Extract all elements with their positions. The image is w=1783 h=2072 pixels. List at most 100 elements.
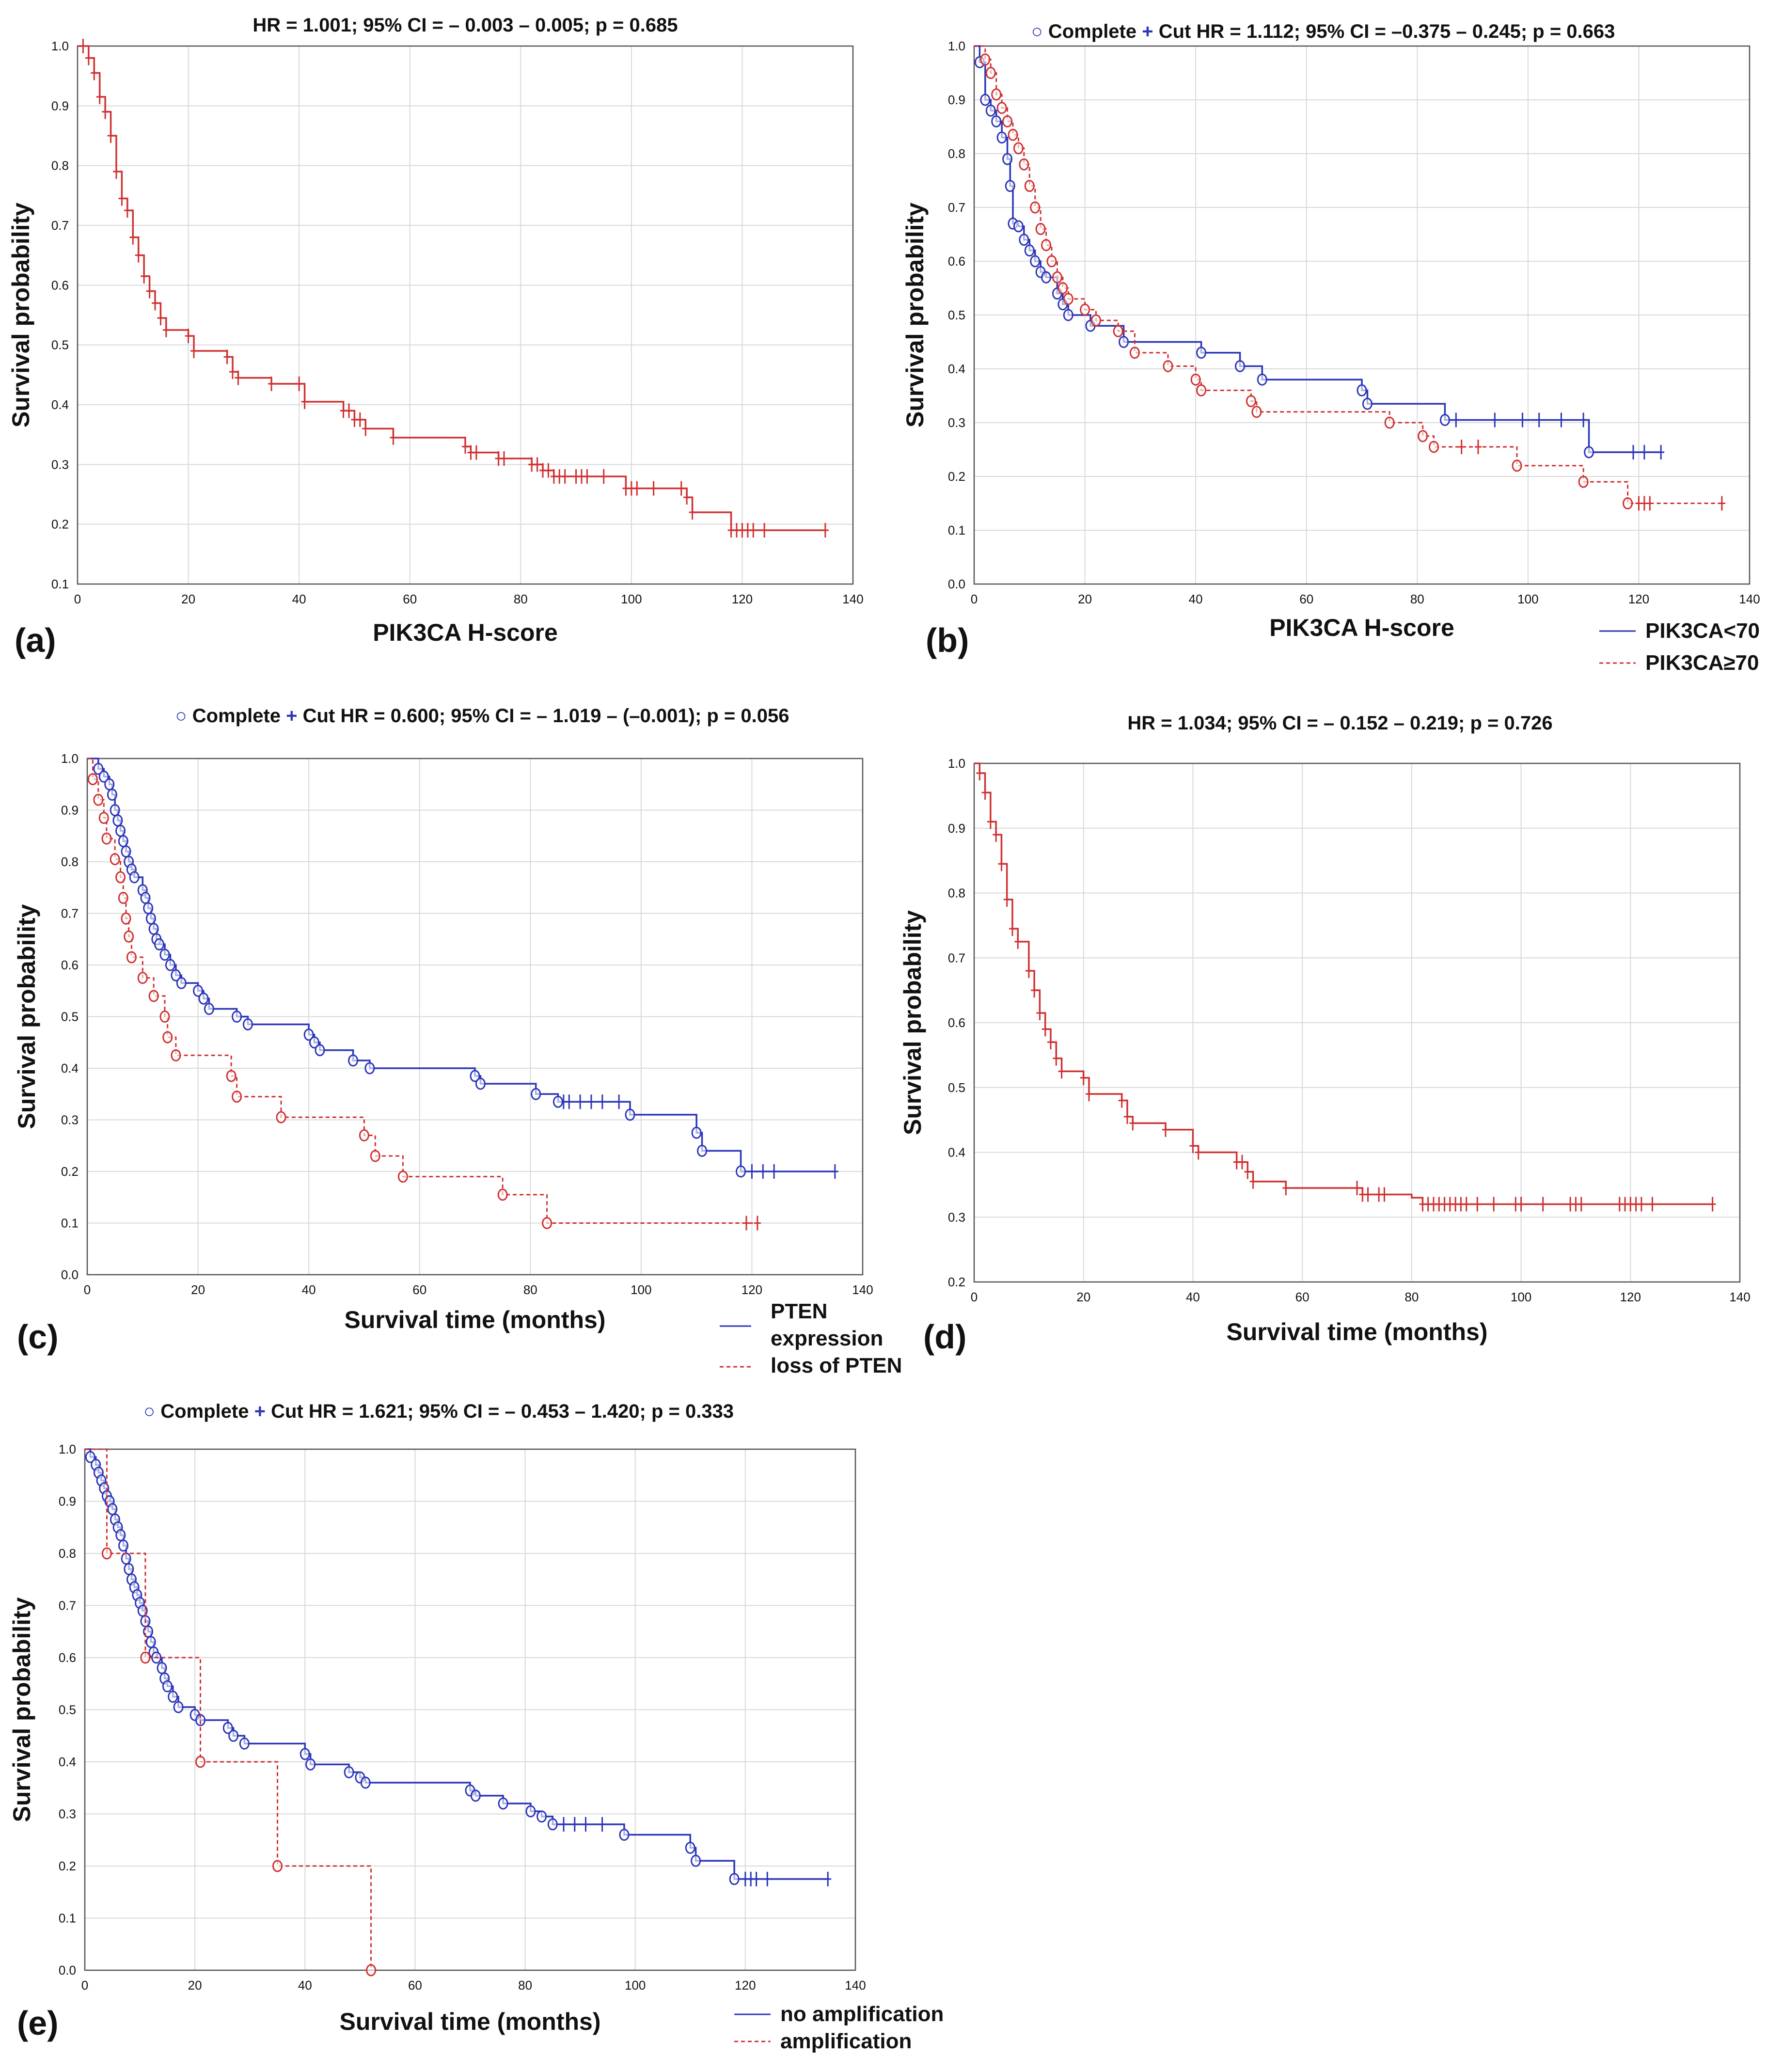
event-marker: [300, 1748, 310, 1760]
stats-text: HR = 1.112; 95% CI = –0.375 – 0.245; p =…: [1196, 21, 1615, 42]
event-marker: [691, 1126, 702, 1139]
x-tick-label: 40: [1189, 592, 1203, 606]
event-marker: [552, 1095, 563, 1108]
event-marker: [1080, 303, 1090, 316]
complete-marker-icon: ○: [143, 1401, 160, 1422]
event-marker: [309, 1036, 320, 1049]
series-c-0: [87, 758, 838, 1179]
y-tick-label: 0.4: [61, 1061, 79, 1076]
y-axis-label: Survival probability: [7, 203, 34, 427]
censor-mark: [235, 370, 242, 385]
censor-mark: [1009, 921, 1016, 936]
event-marker: [118, 835, 128, 847]
censor-mark: [683, 490, 691, 505]
censor-mark: [1047, 1035, 1054, 1050]
survival-curve: [78, 45, 825, 531]
event-marker: [1030, 255, 1041, 268]
event-marker: [1052, 271, 1062, 284]
x-tick-label: 0: [84, 1282, 91, 1297]
event-marker: [1512, 459, 1522, 472]
event-marker: [1578, 475, 1589, 488]
event-marker: [124, 930, 134, 943]
event-marker: [991, 88, 1002, 101]
x-tick-label: 80: [1410, 592, 1424, 606]
event-marker: [126, 951, 137, 964]
y-tick-label: 0.6: [59, 1650, 76, 1665]
series-e-0: [85, 1448, 832, 1886]
x-tick-label: 60: [408, 1978, 422, 1993]
censor-mark: [124, 203, 131, 218]
censor-mark: [1649, 1197, 1656, 1212]
censor-mark: [1491, 412, 1499, 427]
x-tick-label: 140: [845, 1978, 866, 1993]
y-tick-label: 0.5: [61, 1010, 79, 1024]
y-tick-label: 0.1: [61, 1216, 79, 1231]
y-tick-label: 0.7: [51, 218, 69, 233]
series-d-0: [974, 762, 1716, 1212]
chart-title: ○ Complete + Cut HR = 0.600; 95% CI = – …: [175, 705, 789, 727]
censor-mark: [545, 463, 552, 478]
y-tick-label: 1.0: [51, 39, 69, 53]
stats-text: HR = 1.001; 95% CI = – 0.003 – 0.005; p …: [252, 15, 678, 36]
legend-c: PTEN expression loss of PTEN: [720, 1299, 902, 1377]
censor-mark: [750, 523, 757, 538]
censor-mark: [571, 1817, 578, 1832]
y-tick-label: 0.3: [51, 457, 69, 472]
complete-label: Complete: [160, 1401, 249, 1422]
y-tick-label: 0.1: [948, 523, 965, 538]
censor-mark: [162, 322, 170, 337]
x-axis-label: PIK3CA H-score: [1269, 614, 1454, 641]
censor-mark: [473, 445, 480, 460]
censor-mark: [678, 481, 685, 496]
event-marker: [315, 1044, 325, 1057]
censor-mark: [600, 469, 607, 484]
x-tick-label: 140: [842, 592, 863, 606]
x-tick-label: 140: [1739, 592, 1760, 606]
y-tick-label: 0.2: [51, 517, 69, 532]
event-marker: [154, 938, 165, 950]
cut-label: Cut: [271, 1401, 309, 1422]
event-marker: [531, 1088, 541, 1100]
event-marker: [303, 1028, 314, 1041]
censor-mark: [599, 1817, 606, 1832]
event-marker: [996, 102, 1007, 114]
y-tick-label: 0.8: [59, 1546, 76, 1561]
event-marker: [145, 912, 156, 925]
event-marker: [85, 1451, 95, 1463]
event-marker: [525, 1805, 536, 1818]
event-marker: [226, 1070, 237, 1082]
censor-mark: [561, 469, 568, 484]
censor-mark: [599, 1094, 606, 1109]
y-tick-label: 0.2: [948, 469, 965, 484]
censor-mark: [91, 65, 98, 80]
event-marker: [222, 1722, 233, 1734]
censor-mark: [1381, 1187, 1388, 1202]
censor-mark: [754, 1216, 761, 1231]
event-marker: [121, 1552, 131, 1565]
event-marker: [232, 1091, 242, 1103]
event-marker: [162, 1031, 173, 1044]
event-marker: [239, 1737, 250, 1750]
cut-label: Cut: [303, 705, 341, 727]
x-tick-label: 100: [631, 1282, 651, 1297]
event-marker: [118, 1539, 128, 1552]
x-tick-label: 100: [625, 1978, 646, 1993]
event-marker: [397, 1170, 408, 1183]
panel-label: (b): [926, 621, 969, 659]
y-tick-label: 0.1: [59, 1911, 76, 1926]
x-tick-label: 100: [1517, 592, 1538, 606]
chart-title: ○ Complete + Cut HR = 1.112; 95% CI = –0…: [1031, 21, 1615, 42]
x-tick-label: 120: [1628, 592, 1649, 606]
legend-label: loss of PTEN: [771, 1354, 902, 1377]
event-marker: [193, 984, 204, 997]
event-marker: [98, 811, 109, 824]
censor-mark: [1519, 412, 1526, 427]
censor-mark: [577, 1094, 584, 1109]
censor-mark: [1657, 445, 1665, 460]
y-tick-label: 0.0: [61, 1267, 79, 1282]
event-marker: [176, 977, 187, 989]
event-marker: [1196, 347, 1207, 359]
event-marker: [148, 990, 159, 1002]
event-marker: [228, 1729, 239, 1742]
